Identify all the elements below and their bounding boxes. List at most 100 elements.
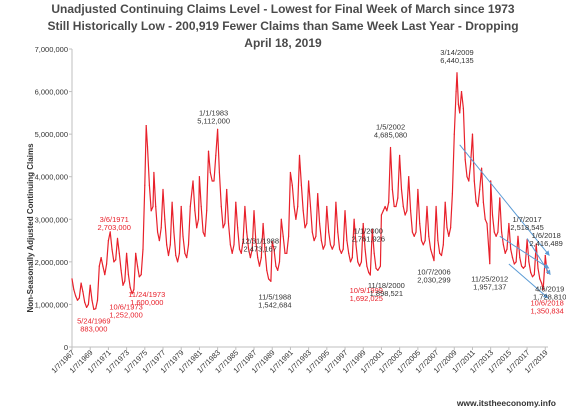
data-point — [270, 280, 272, 282]
annotation-date: 11/24/1973 — [128, 290, 165, 299]
data-point — [511, 257, 514, 259]
data-point — [75, 295, 77, 297]
data-point — [313, 239, 315, 242]
data-point — [160, 227, 162, 229]
data-point — [355, 244, 357, 246]
data-point — [202, 231, 204, 233]
data-point — [328, 231, 330, 233]
data-point — [148, 184, 150, 186]
data-point — [479, 188, 481, 191]
data-point — [375, 267, 377, 269]
annotation-value: 1,350,834 — [530, 306, 563, 315]
annotation-date: 12/31/1988 — [241, 237, 279, 246]
data-point — [95, 308, 97, 310]
data-point — [322, 248, 324, 250]
data-point — [140, 274, 142, 276]
series-group — [71, 72, 549, 311]
data-point — [500, 231, 503, 233]
data-point — [71, 278, 73, 280]
data-point — [184, 252, 186, 254]
data-point — [93, 308, 95, 311]
data-point — [280, 218, 282, 220]
data-point — [156, 231, 159, 233]
data-point — [162, 188, 164, 191]
data-point — [533, 274, 535, 276]
data-point — [220, 205, 222, 208]
annotation-date: 4/6/2019 — [535, 284, 564, 293]
data-point — [257, 257, 259, 259]
data-point — [444, 201, 446, 203]
data-point — [222, 227, 224, 229]
data-point — [129, 286, 131, 288]
data-point — [186, 257, 188, 259]
data-point — [411, 231, 413, 233]
data-point — [349, 261, 352, 263]
data-point — [120, 269, 122, 271]
annotation-value: 6,440,135 — [440, 56, 473, 65]
data-point — [238, 248, 241, 250]
trend-arrow — [508, 263, 549, 299]
data-point — [169, 244, 171, 246]
annotation-date: 3/14/2009 — [440, 48, 473, 57]
data-point — [244, 205, 246, 208]
data-point — [544, 254, 546, 257]
data-point — [530, 271, 532, 274]
data-point — [142, 248, 144, 250]
annotation-date: 1/1/1983 — [199, 108, 228, 117]
data-point — [105, 263, 108, 265]
data-point — [515, 261, 517, 263]
annotation-value: 1,692,025 — [350, 294, 383, 303]
data-point — [127, 274, 130, 276]
data-point — [490, 180, 492, 182]
data-point — [240, 252, 242, 254]
data-point — [484, 218, 486, 220]
data-point — [288, 235, 290, 237]
trend-arrow — [459, 144, 550, 256]
data-point — [531, 276, 534, 278]
series-line-0 — [71, 72, 549, 310]
axes: 0 1,000,000 2,000,000 3,000,000 4,000,000 5,0… — [35, 45, 550, 375]
data-point — [295, 218, 297, 220]
annotation-value: 1,898,521 — [370, 289, 403, 298]
data-point — [198, 176, 201, 178]
y-tick-label: 0 — [64, 343, 68, 352]
data-point — [331, 248, 333, 250]
data-point — [311, 231, 313, 233]
data-point — [84, 301, 86, 303]
data-point — [215, 154, 217, 157]
data-point — [408, 176, 410, 178]
data-point — [386, 210, 388, 212]
y-tick-label: 7,000,000 — [35, 45, 68, 54]
data-point — [302, 210, 304, 212]
data-point — [224, 222, 226, 225]
data-point — [167, 254, 170, 257]
data-point — [233, 244, 235, 246]
data-point — [218, 171, 221, 174]
data-point — [380, 214, 383, 216]
data-point — [517, 235, 519, 237]
data-point — [377, 269, 379, 271]
data-point — [422, 244, 424, 246]
data-point — [460, 90, 463, 93]
data-point — [384, 205, 386, 208]
data-point — [144, 184, 146, 186]
data-point — [116, 237, 119, 240]
data-point — [91, 299, 93, 301]
data-point — [78, 297, 80, 299]
data-point — [102, 265, 104, 267]
annotation-date: 1/1/2000 — [354, 226, 383, 235]
data-point — [351, 257, 353, 259]
data-point — [424, 239, 426, 242]
data-point — [357, 261, 359, 263]
data-point — [368, 271, 370, 274]
data-point — [373, 252, 375, 254]
data-point — [491, 214, 494, 216]
annotation-date: 11/5/1988 — [258, 292, 291, 301]
data-point — [337, 231, 339, 233]
data-point — [542, 288, 544, 291]
annotation-value: 2,518,545 — [510, 223, 543, 232]
data-point — [278, 261, 281, 263]
data-point — [231, 252, 233, 254]
